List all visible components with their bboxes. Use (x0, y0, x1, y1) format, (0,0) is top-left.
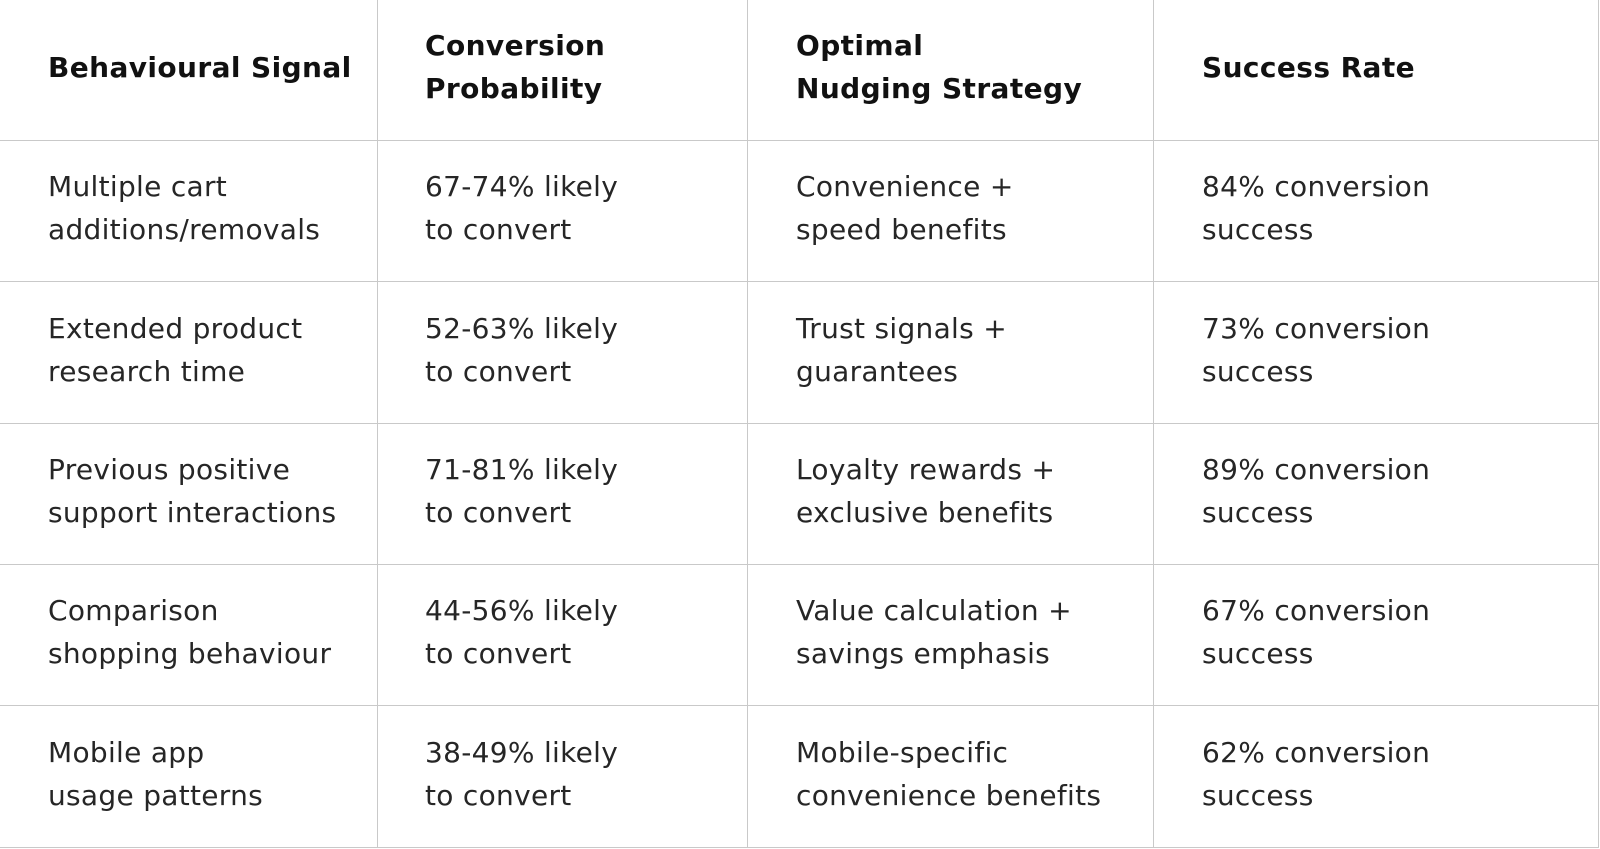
header-success-rate: Success Rate (1154, 0, 1599, 141)
table-cell-signal: Extended product research time (0, 282, 378, 424)
table-cell-probability: 38-49% likely to convert (378, 706, 748, 848)
table-cell-probability: 71-81% likely to convert (378, 424, 748, 565)
table-cell-strategy: Mobile-specific convenience benefits (748, 706, 1154, 848)
table-cell-success-rate: 89% conversion success (1154, 424, 1599, 565)
header-behavioural-signal: Behavioural Signal (0, 0, 378, 141)
table-cell-strategy: Loyalty rewards + exclusive benefits (748, 424, 1154, 565)
table-cell-success-rate: 84% conversion success (1154, 141, 1599, 282)
table-cell-probability: 52-63% likely to convert (378, 282, 748, 424)
table-cell-success-rate: 73% conversion success (1154, 282, 1599, 424)
table-cell-strategy: Value calculation + savings emphasis (748, 565, 1154, 706)
table-cell-signal: Mobile app usage patterns (0, 706, 378, 848)
table-cell-strategy: Convenience + speed benefits (748, 141, 1154, 282)
table-cell-signal: Comparison shopping behaviour (0, 565, 378, 706)
table-cell-signal: Multiple cart additions/removals (0, 141, 378, 282)
table-cell-probability: 44-56% likely to convert (378, 565, 748, 706)
header-optimal-nudging-strategy: Optimal Nudging Strategy (748, 0, 1154, 141)
table-cell-strategy: Trust signals + guarantees (748, 282, 1154, 424)
table-cell-success-rate: 67% conversion success (1154, 565, 1599, 706)
header-conversion-probability: Conversion Probability (378, 0, 748, 141)
table-cell-signal: Previous positive support interactions (0, 424, 378, 565)
table-cell-probability: 67-74% likely to convert (378, 141, 748, 282)
table-cell-success-rate: 62% conversion success (1202, 736, 1431, 812)
